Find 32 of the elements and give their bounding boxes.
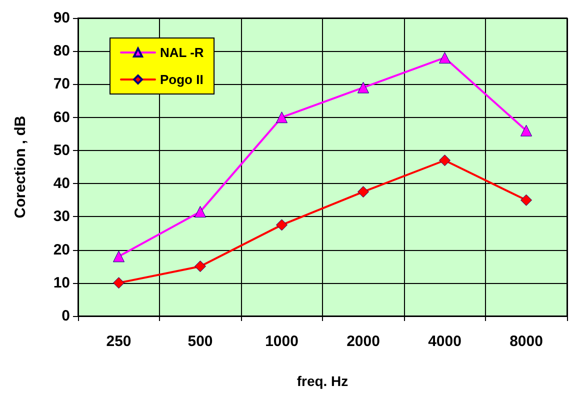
point xyxy=(439,154,450,166)
point xyxy=(276,219,288,231)
y-tick-label: 10 xyxy=(53,274,70,292)
point xyxy=(113,277,124,289)
y-tick-label: 70 xyxy=(53,76,70,93)
point xyxy=(194,260,206,272)
x-tick-label: 1000 xyxy=(265,333,298,350)
y-tick-label: 50 xyxy=(53,142,70,159)
x-tick-label: 8000 xyxy=(510,333,543,350)
point xyxy=(439,52,450,64)
point xyxy=(276,112,288,124)
x-tick-label: 2000 xyxy=(346,333,380,350)
y-axis-title: Corection , dB xyxy=(12,116,29,218)
x-tick-label: 500 xyxy=(188,333,213,350)
point xyxy=(194,206,206,218)
point xyxy=(520,194,532,206)
y-tick-label: 0 xyxy=(62,308,70,324)
point xyxy=(520,124,532,136)
x-axis-title: freq. Hz xyxy=(296,373,348,389)
point xyxy=(358,186,369,198)
y-tick-label: 20 xyxy=(53,241,70,258)
y-tick-label: 80 xyxy=(53,42,70,60)
y-tick-label: 30 xyxy=(53,208,70,226)
legend-label: Pogo II xyxy=(160,72,204,87)
point xyxy=(358,82,369,94)
x-tick-label: 4000 xyxy=(428,333,462,350)
y-tick-label: 90 xyxy=(53,10,70,26)
x-tick-label: 250 xyxy=(106,333,132,350)
y-tick-label: 60 xyxy=(53,108,70,126)
point xyxy=(113,250,124,262)
y-tick-label: 40 xyxy=(53,175,70,192)
legend-label: NAL -R xyxy=(160,45,204,60)
